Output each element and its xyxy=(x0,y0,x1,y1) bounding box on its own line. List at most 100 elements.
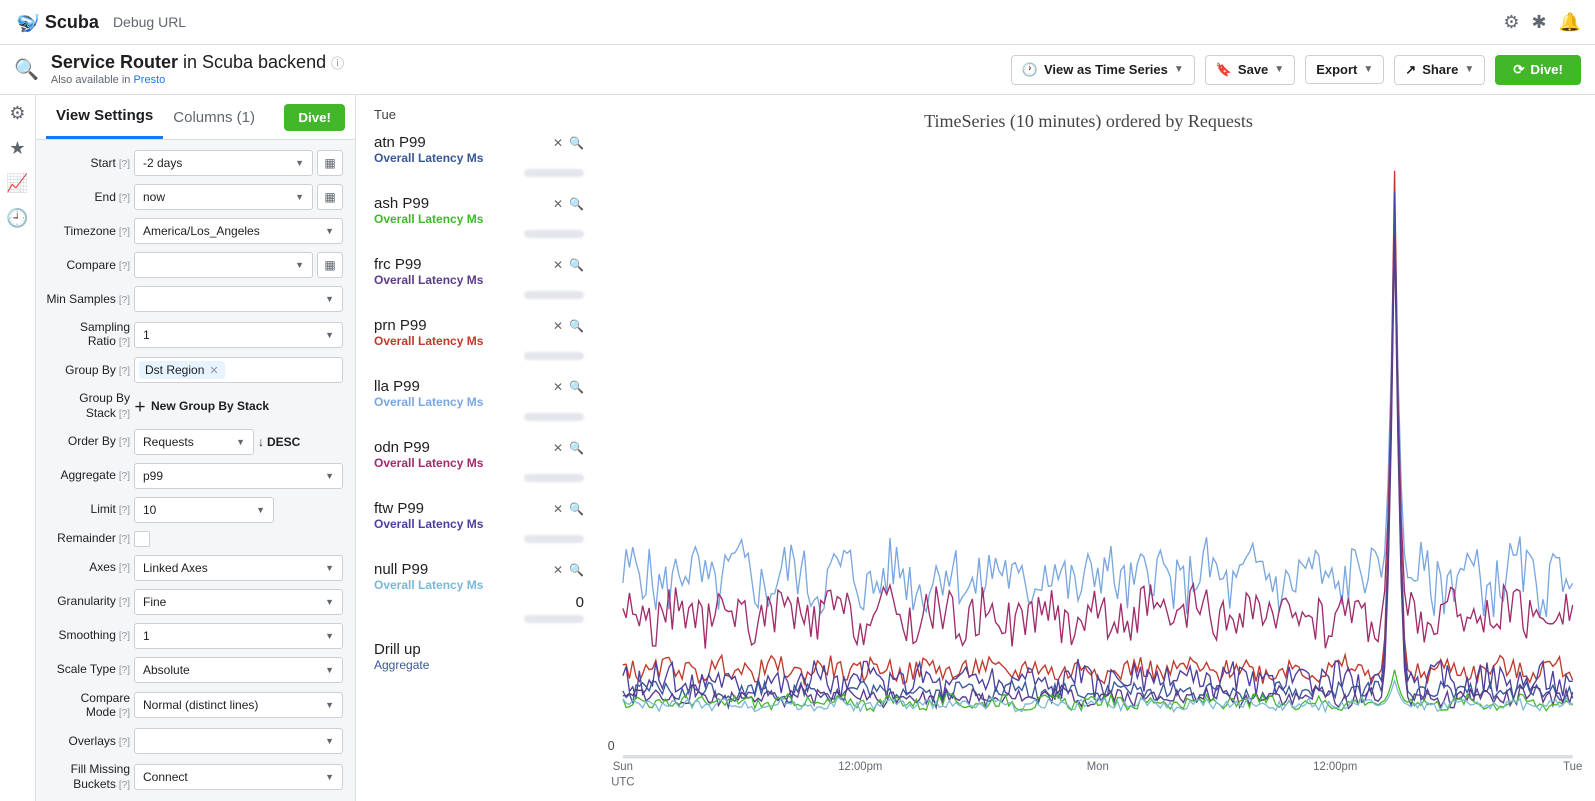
legend-remove-icon[interactable]: ✕ xyxy=(553,319,563,333)
title-block: Service Router in Scuba backend ⓘ Also a… xyxy=(51,52,344,87)
chevron-down-icon: ▼ xyxy=(1363,64,1373,75)
bell-icon[interactable]: 🔔 xyxy=(1559,12,1581,33)
svg-text:Mon: Mon xyxy=(1087,760,1109,773)
legend-item[interactable]: frc P99Overall Latency Ms✕🔍 xyxy=(374,256,584,299)
timezone-select[interactable]: America/Los_Angeles▼ xyxy=(134,218,343,244)
page-title: Service Router in Scuba backend ⓘ xyxy=(51,52,344,74)
chip-remove-icon[interactable]: ✕ xyxy=(209,364,218,377)
legend-item[interactable]: ash P99Overall Latency Ms✕🔍 xyxy=(374,195,584,238)
main: Tue atn P99Overall Latency Ms✕🔍ash P99Ov… xyxy=(356,95,1595,801)
bookmark-icon: 🔖 xyxy=(1216,62,1232,78)
gear-icon[interactable]: ⚙ xyxy=(1503,12,1519,33)
scaletype-select[interactable]: Absolute▼ xyxy=(134,657,343,683)
legend-search-icon[interactable]: 🔍 xyxy=(569,319,584,333)
legend-remove-icon[interactable]: ✕ xyxy=(553,258,563,272)
new-groupby-stack-button[interactable]: ＋New Group By Stack xyxy=(134,395,269,418)
scuba-logo-icon: 🤿 xyxy=(10,6,42,38)
legend-remove-icon[interactable]: ✕ xyxy=(553,380,563,394)
body: ⚙ ★ 📈 🕘 View Settings Columns (1) Dive! … xyxy=(0,95,1595,801)
legend-remove-icon[interactable]: ✕ xyxy=(553,563,563,577)
minsamples-select[interactable]: ▼ xyxy=(134,286,343,312)
orderby-direction-button[interactable]: ↓DESC xyxy=(258,435,300,449)
drill-up[interactable]: Drill up Aggregate xyxy=(374,641,584,672)
share-icon: ↗ xyxy=(1405,62,1416,78)
legend-sparkline xyxy=(524,615,584,623)
info-icon[interactable]: ⓘ xyxy=(331,56,344,71)
end-select[interactable]: now▼ xyxy=(134,184,313,210)
legend-search-icon[interactable]: 🔍 xyxy=(569,258,584,272)
legend-day: Tue xyxy=(374,107,584,122)
svg-text:UTC: UTC xyxy=(611,775,635,788)
legend-item[interactable]: null P99Overall Latency Ms✕🔍0 xyxy=(374,561,584,623)
legend-search-icon[interactable]: 🔍 xyxy=(569,502,584,516)
compare-calendar-icon[interactable]: ▦ xyxy=(317,252,343,278)
remainder-checkbox[interactable] xyxy=(134,531,150,547)
fillmissing-select[interactable]: Connect▼ xyxy=(134,764,343,790)
topbar-right: ⚙ ✱ 🔔 xyxy=(1503,12,1581,33)
logo[interactable]: 🤿 Scuba xyxy=(14,10,99,35)
header: 🔍 Service Router in Scuba backend ⓘ Also… xyxy=(0,45,1595,95)
clock-icon: 🕐 xyxy=(1022,62,1038,78)
chart-canvas[interactable]: 0SunUTC12:00pmMon12:00pmTue xyxy=(594,138,1583,801)
title-bold: Service Router xyxy=(51,52,178,72)
legend-item[interactable]: prn P99Overall Latency Ms✕🔍 xyxy=(374,317,584,360)
tab-view-settings[interactable]: View Settings xyxy=(46,95,163,139)
legend-remove-icon[interactable]: ✕ xyxy=(553,197,563,211)
granularity-select[interactable]: Fine▼ xyxy=(134,589,343,615)
legend-sparkline xyxy=(524,535,584,543)
chart-icon[interactable]: 📈 xyxy=(6,173,28,194)
search-icon[interactable]: 🔍 xyxy=(14,57,39,82)
legend-remove-icon[interactable]: ✕ xyxy=(553,502,563,516)
legend-item-metric: Overall Latency Ms xyxy=(374,578,584,592)
legend-item[interactable]: odn P99Overall Latency Ms✕🔍 xyxy=(374,439,584,482)
aggregate-select[interactable]: p99▼ xyxy=(134,463,343,489)
save-button[interactable]: 🔖 Save ▼ xyxy=(1205,55,1295,85)
orderby-select[interactable]: Requests▼ xyxy=(134,429,254,455)
title-rest: in Scuba backend xyxy=(183,52,326,72)
chevron-down-icon: ▼ xyxy=(1274,64,1284,75)
sampling-select[interactable]: 1▼ xyxy=(134,322,343,348)
legend-search-icon[interactable]: 🔍 xyxy=(569,441,584,455)
comparemode-select[interactable]: Normal (distinct lines)▼ xyxy=(134,692,343,718)
axes-select[interactable]: Linked Axes▼ xyxy=(134,555,343,581)
smoothing-select[interactable]: 1▼ xyxy=(134,623,343,649)
legend-remove-icon[interactable]: ✕ xyxy=(553,136,563,150)
svg-text:12:00pm: 12:00pm xyxy=(1313,760,1357,773)
groupby-input[interactable]: Dst Region✕ xyxy=(134,357,343,383)
compare-select[interactable]: ▼ xyxy=(134,252,313,278)
legend-search-icon[interactable]: 🔍 xyxy=(569,197,584,211)
legend-item[interactable]: ftw P99Overall Latency Ms✕🔍 xyxy=(374,500,584,543)
export-button[interactable]: Export ▼ xyxy=(1305,55,1384,84)
svg-text:12:00pm: 12:00pm xyxy=(838,760,882,773)
sidebar-tabs: View Settings Columns (1) Dive! xyxy=(36,95,355,140)
start-calendar-icon[interactable]: ▦ xyxy=(317,150,343,176)
clock-icon[interactable]: 🕘 xyxy=(6,208,28,229)
limit-select[interactable]: 10▼ xyxy=(134,497,274,523)
legend-item[interactable]: atn P99Overall Latency Ms✕🔍 xyxy=(374,134,584,177)
overlays-select[interactable]: ▼ xyxy=(134,728,343,754)
legend-item-metric: Overall Latency Ms xyxy=(374,212,584,226)
legend-item[interactable]: lla P99Overall Latency Ms✕🔍 xyxy=(374,378,584,421)
start-select[interactable]: -2 days▼ xyxy=(134,150,313,176)
groupby-chip[interactable]: Dst Region✕ xyxy=(139,361,225,379)
share-button[interactable]: ↗ Share ▼ xyxy=(1394,55,1485,85)
legend-search-icon[interactable]: 🔍 xyxy=(569,563,584,577)
star-icon[interactable]: ★ xyxy=(9,138,25,159)
tab-columns[interactable]: Columns (1) xyxy=(163,97,265,138)
legend-remove-icon[interactable]: ✕ xyxy=(553,441,563,455)
legend-item-metric: Overall Latency Ms xyxy=(374,334,584,348)
refresh-icon: ⟳ xyxy=(1513,62,1524,78)
sliders-icon[interactable]: ⚙ xyxy=(9,103,25,124)
end-calendar-icon[interactable]: ▦ xyxy=(317,184,343,210)
legend-search-icon[interactable]: 🔍 xyxy=(569,136,584,150)
view-as-button[interactable]: 🕐 View as Time Series ▼ xyxy=(1011,55,1195,85)
sidebar-dive-button[interactable]: Dive! xyxy=(284,104,345,131)
legend-panel: Tue atn P99Overall Latency Ms✕🔍ash P99Ov… xyxy=(356,95,594,801)
legend-sparkline xyxy=(524,413,584,421)
bug-icon[interactable]: ✱ xyxy=(1531,12,1546,33)
dive-button[interactable]: ⟳ Dive! xyxy=(1495,55,1581,85)
legend-search-icon[interactable]: 🔍 xyxy=(569,380,584,394)
presto-link[interactable]: Presto xyxy=(133,74,165,86)
debug-url-link[interactable]: Debug URL xyxy=(113,14,186,30)
chart-title: TimeSeries (10 minutes) ordered by Reque… xyxy=(594,111,1583,132)
